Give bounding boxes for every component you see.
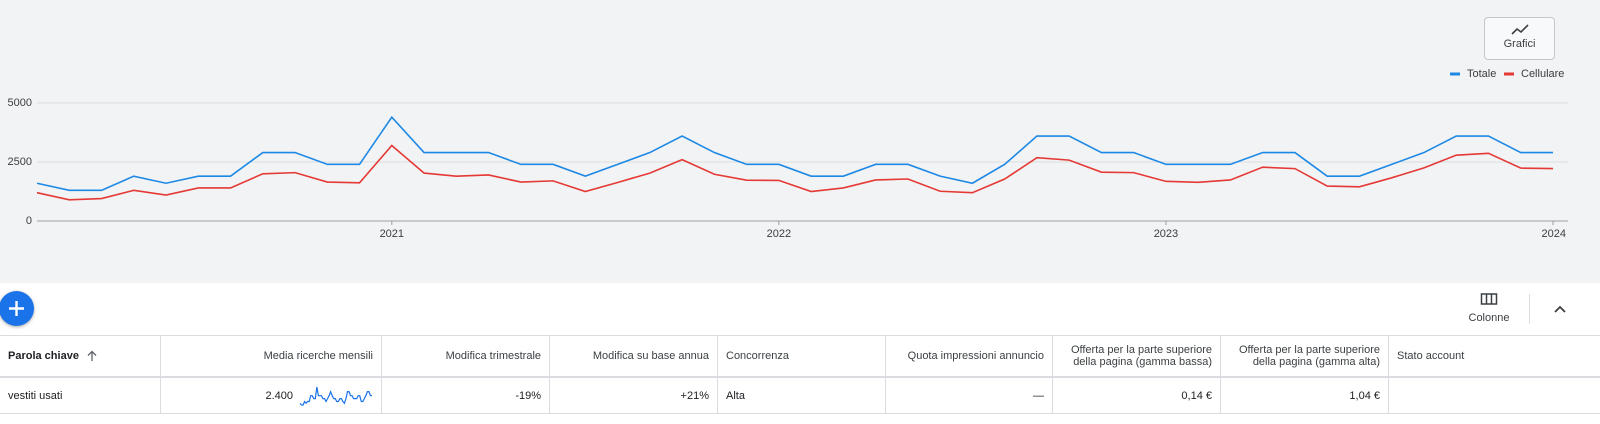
cell-text: 1,04 € xyxy=(1349,389,1380,402)
charts-button[interactable]: Grafici xyxy=(1484,17,1555,60)
add-button[interactable] xyxy=(0,291,34,326)
series-line xyxy=(36,144,1554,201)
divider xyxy=(1529,294,1530,324)
y-tick-label: 0 xyxy=(26,215,32,227)
header-text: Media ricerche mensili xyxy=(263,350,373,362)
x-tick-label: 2023 xyxy=(1154,228,1178,240)
columns-icon xyxy=(1480,293,1498,305)
header-row: Parola chiave Media ricerche mensili Modif… xyxy=(0,336,1600,378)
sort-icon[interactable] xyxy=(85,350,99,362)
columns-button-label: Colonne xyxy=(1468,312,1510,324)
data-cell: +21% xyxy=(550,378,718,413)
header-cell: Stato account xyxy=(1389,336,1600,376)
header-cell: Concorrenza xyxy=(718,336,886,376)
columns-button[interactable]: Colonne xyxy=(1460,292,1518,324)
charts-button-label: Grafici xyxy=(1503,38,1536,50)
header-cell: Modifica su base annua xyxy=(550,336,718,376)
cell-text: vestiti usati xyxy=(8,389,63,402)
series-line xyxy=(36,115,1553,192)
header-text: Offerta per la parte superiore della pag… xyxy=(1238,344,1380,368)
cell-text: -19% xyxy=(515,389,541,402)
x-tick-label: 2022 xyxy=(767,228,791,240)
header-text: Concorrenza xyxy=(726,350,789,362)
header-cell: Modifica trimestrale xyxy=(382,336,550,376)
x-tick-label: 2024 xyxy=(1542,228,1566,240)
header-cell: Media ricerche mensili xyxy=(161,336,382,376)
cell-text: — xyxy=(1033,389,1044,402)
collapse-button[interactable] xyxy=(1552,302,1568,316)
data-cell xyxy=(1389,378,1600,413)
y-tick-label: 5000 xyxy=(8,97,32,109)
header-cell: Offerta per la parte superiore della pag… xyxy=(1221,336,1389,376)
legend-label: Cellulare xyxy=(1521,68,1564,80)
header-text: Offerta per la parte superiore della pag… xyxy=(1070,344,1212,368)
cell-text: 0,14 € xyxy=(1181,389,1212,402)
data-cell: 1,04 € xyxy=(1221,378,1389,413)
sparkline xyxy=(299,386,372,406)
chart: 0 2500 5000 2021 2022 2023 2024 Totale Cellulare xyxy=(0,0,1600,283)
sparkline-line xyxy=(299,386,372,406)
data-cell: — xyxy=(886,378,1053,413)
y-tick-label: 2500 xyxy=(8,156,32,168)
header-text: Quota impressioni annuncio xyxy=(907,350,1044,362)
data-row: vestiti usati 2.400 -19% +21% Alta — 0,14 € 1,0… xyxy=(0,378,1600,414)
header-text: Modifica trimestrale xyxy=(445,350,541,362)
chart-icon xyxy=(1510,24,1529,35)
x-tick-label: 2021 xyxy=(380,228,404,240)
data-cell: 2.400 xyxy=(161,378,382,413)
plus-icon xyxy=(9,301,24,316)
header-cell: Offerta per la parte superiore della pag… xyxy=(1053,336,1221,376)
data-cell: -19% xyxy=(382,378,550,413)
data-cell: vestiti usati xyxy=(0,378,161,413)
data-cell: 0,14 € xyxy=(1053,378,1221,413)
header-text: Parola chiave xyxy=(8,350,79,362)
cell-text: Alta xyxy=(726,389,745,402)
header-cell: Parola chiave xyxy=(0,336,161,376)
legend-label: Totale xyxy=(1467,68,1496,80)
header-text: Modifica su base annua xyxy=(592,350,709,362)
header-cell: Quota impressioni annuncio xyxy=(886,336,1053,376)
cell-text: 2.400 xyxy=(265,389,293,402)
keyword-table: Parola chiave Media ricerche mensili Modif… xyxy=(0,335,1600,414)
data-cell: Alta xyxy=(718,378,886,413)
header-text: Stato account xyxy=(1397,350,1465,362)
cell-text: +21% xyxy=(680,389,709,402)
